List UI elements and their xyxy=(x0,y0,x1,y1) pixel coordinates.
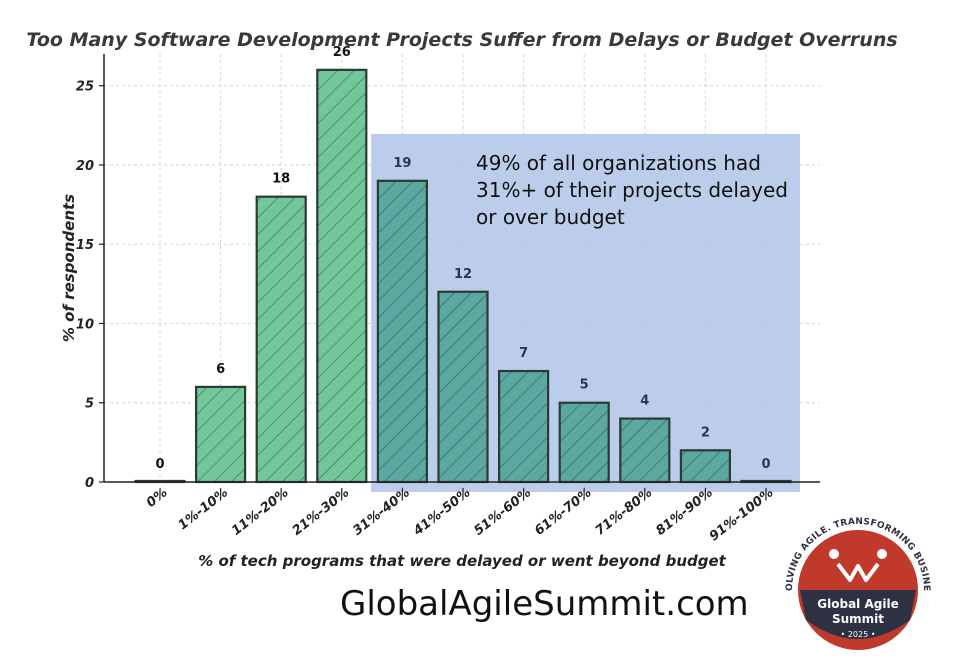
website-url: GlobalAgileSummit.com xyxy=(340,584,749,624)
x-tick-label: 21%-30% xyxy=(290,485,353,538)
badge-chevron-icon xyxy=(836,562,880,582)
data-label: 0 xyxy=(155,457,164,472)
x-tick-label: 31%-40% xyxy=(350,485,413,538)
bar-hatch xyxy=(680,450,730,482)
data-label: 7 xyxy=(519,346,528,361)
data-label: 4 xyxy=(640,394,649,409)
y-axis-label: % of respondents xyxy=(60,194,78,342)
y-tick-label: 0 xyxy=(85,476,94,491)
x-tick-label: 61%-70% xyxy=(532,485,595,538)
x-tick-label: 51%-60% xyxy=(472,485,535,538)
axes xyxy=(103,54,820,483)
data-label: 26 xyxy=(333,45,351,60)
data-label: 6 xyxy=(216,362,225,377)
annotation-line-3: or over budget xyxy=(476,205,625,229)
badge-title-line-1: Global Agile xyxy=(817,597,898,611)
data-label: 19 xyxy=(393,156,411,171)
bar-hatch xyxy=(499,371,549,482)
bar-hatch xyxy=(256,196,306,482)
y-tick-label: 25 xyxy=(76,80,94,95)
x-tick-label: 0% xyxy=(144,485,171,510)
x-tick-label: 1%-10% xyxy=(176,485,231,533)
y-tick-label: 20 xyxy=(76,159,94,174)
y-tick-label: 10 xyxy=(76,317,94,332)
bar-hatch xyxy=(620,418,670,482)
bars xyxy=(134,68,792,484)
badge-year: • 2025 • xyxy=(841,630,876,639)
bar-hatch xyxy=(377,180,427,482)
y-tick-label: 15 xyxy=(76,238,94,253)
x-tick-label: 71%-80% xyxy=(593,485,656,538)
y-tick-label: 5 xyxy=(85,397,94,412)
x-tick-label: 11%-20% xyxy=(229,485,292,538)
chart-title: Too Many Software Development Projects S… xyxy=(26,29,897,51)
annotation-line-1: 49% of all organizations had xyxy=(476,151,761,175)
badge-banner xyxy=(800,590,916,639)
bar-hatch xyxy=(438,291,488,482)
data-label: 18 xyxy=(272,172,290,187)
x-tick-label: 81%-90% xyxy=(653,485,716,538)
data-label: 0 xyxy=(761,457,770,472)
data-labels: 0 6 18 26 19 12 7 5 4 2 0 xyxy=(155,45,770,472)
summit-badge-logo: EVOLVING AGILE. TRANSFORMING BUSINESS Gl… xyxy=(778,508,932,664)
annotation-line-2: 31%+ of their projects delayed xyxy=(476,178,788,202)
x-tick-label: 91%-100% xyxy=(707,485,777,544)
badge-title-line-2: Summit xyxy=(832,612,884,626)
bar-hatch xyxy=(196,386,246,482)
x-tick-label: 41%-50% xyxy=(410,485,473,539)
data-label: 2 xyxy=(701,425,710,440)
badge-person-icon xyxy=(829,549,839,559)
data-label: 12 xyxy=(454,267,472,282)
x-axis-label: % of tech programs that were delayed or … xyxy=(198,552,726,570)
bar-hatch xyxy=(317,69,367,482)
data-label: 5 xyxy=(580,378,589,393)
bar-hatch xyxy=(559,402,609,482)
badge-person-icon xyxy=(877,549,887,559)
